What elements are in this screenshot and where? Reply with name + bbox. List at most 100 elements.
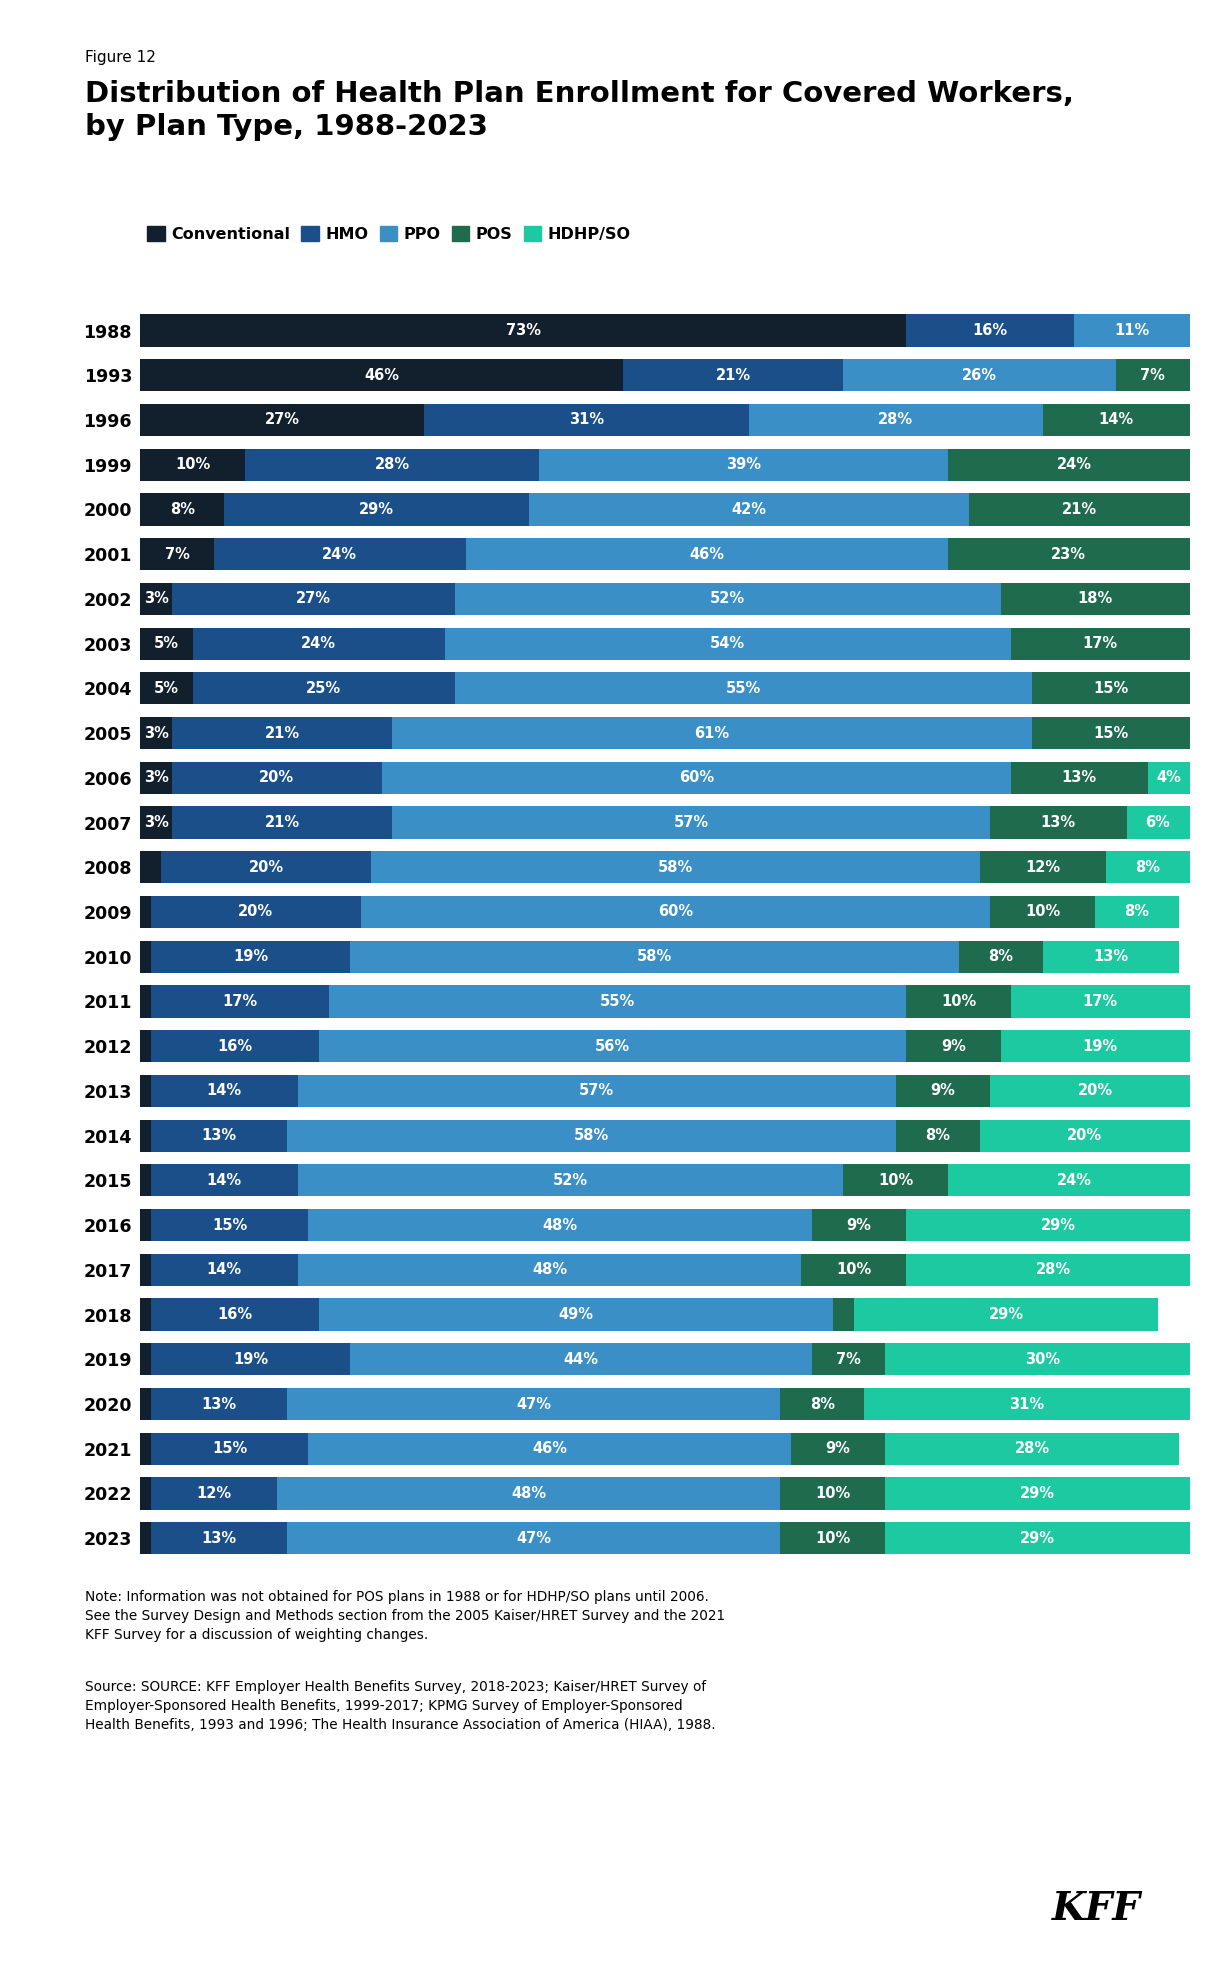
Text: 4%: 4%: [1157, 769, 1181, 785]
Bar: [906, 1209, 1210, 1241]
Text: 28%: 28%: [1036, 1262, 1071, 1278]
Text: 15%: 15%: [1093, 680, 1129, 696]
Text: 47%: 47%: [516, 1531, 551, 1547]
Text: 12%: 12%: [1025, 859, 1060, 875]
Bar: [1011, 761, 1148, 793]
Bar: [151, 1523, 287, 1555]
Bar: [1096, 897, 1179, 928]
Bar: [948, 539, 1190, 571]
Bar: [1011, 986, 1190, 1018]
Bar: [140, 404, 423, 435]
Bar: [140, 940, 151, 972]
Text: 15%: 15%: [1093, 726, 1129, 742]
Bar: [991, 897, 1096, 928]
Text: 46%: 46%: [689, 547, 725, 563]
Bar: [1148, 761, 1190, 793]
Bar: [172, 582, 455, 614]
Bar: [906, 1254, 1200, 1286]
Text: 54%: 54%: [710, 636, 745, 652]
Text: 17%: 17%: [1083, 994, 1118, 1010]
Text: 16%: 16%: [972, 322, 1008, 338]
Bar: [151, 1298, 318, 1330]
Bar: [151, 1165, 298, 1197]
Text: 49%: 49%: [559, 1306, 593, 1322]
Text: 21%: 21%: [1061, 501, 1097, 517]
Bar: [140, 1030, 151, 1062]
Text: 47%: 47%: [516, 1396, 551, 1411]
Text: 28%: 28%: [878, 412, 914, 427]
Bar: [309, 1209, 811, 1241]
Text: 57%: 57%: [580, 1083, 614, 1099]
Bar: [969, 493, 1190, 525]
Bar: [151, 1254, 298, 1286]
Bar: [854, 1298, 1158, 1330]
Text: 8%: 8%: [1135, 859, 1160, 875]
Bar: [811, 1344, 886, 1376]
Bar: [151, 1030, 318, 1062]
Text: 7%: 7%: [836, 1352, 861, 1368]
Bar: [140, 628, 193, 660]
Text: 58%: 58%: [573, 1127, 609, 1143]
Text: 9%: 9%: [847, 1217, 871, 1233]
Text: 6%: 6%: [1146, 815, 1170, 831]
Text: 3%: 3%: [144, 590, 168, 606]
Bar: [948, 449, 1200, 481]
Text: 28%: 28%: [1015, 1441, 1049, 1457]
Bar: [466, 539, 948, 571]
Text: 14%: 14%: [206, 1262, 242, 1278]
Text: Figure 12: Figure 12: [85, 50, 156, 66]
Bar: [140, 851, 161, 883]
Text: 29%: 29%: [1041, 1217, 1076, 1233]
Text: 13%: 13%: [1061, 769, 1097, 785]
Bar: [298, 1254, 802, 1286]
Bar: [1105, 851, 1189, 883]
Text: 10%: 10%: [878, 1173, 914, 1189]
Bar: [140, 761, 172, 793]
Text: 8%: 8%: [170, 501, 195, 517]
Bar: [802, 1254, 906, 1286]
Text: 29%: 29%: [1020, 1531, 1055, 1547]
Bar: [193, 672, 455, 704]
Bar: [791, 1433, 886, 1465]
Text: 9%: 9%: [941, 1038, 966, 1054]
Bar: [382, 761, 1011, 793]
Bar: [140, 672, 193, 704]
Text: 57%: 57%: [673, 815, 709, 831]
Bar: [140, 1298, 151, 1330]
Text: 21%: 21%: [265, 815, 299, 831]
Text: 8%: 8%: [1125, 905, 1149, 920]
Text: Source: SOURCE: KFF Employer Health Benefits Survey, 2018-2023; Kaiser/HRET Surv: Source: SOURCE: KFF Employer Health Bene…: [85, 1680, 716, 1732]
Bar: [980, 1119, 1190, 1151]
Text: 29%: 29%: [1020, 1485, 1055, 1501]
Text: 18%: 18%: [1077, 590, 1113, 606]
Text: 48%: 48%: [511, 1485, 547, 1501]
Bar: [886, 1344, 1200, 1376]
Bar: [140, 1523, 151, 1555]
Bar: [140, 897, 151, 928]
Text: 23%: 23%: [1052, 547, 1086, 563]
Text: 29%: 29%: [359, 501, 394, 517]
Legend: Conventional, HMO, PPO, POS, HDHP/SO: Conventional, HMO, PPO, POS, HDHP/SO: [148, 227, 631, 243]
Bar: [151, 1388, 287, 1419]
Text: 7%: 7%: [1141, 368, 1165, 384]
Text: 9%: 9%: [826, 1441, 850, 1457]
Text: 44%: 44%: [564, 1352, 599, 1368]
Bar: [1000, 582, 1190, 614]
Bar: [895, 1119, 980, 1151]
Bar: [224, 493, 528, 525]
Bar: [140, 1388, 151, 1419]
Bar: [151, 897, 361, 928]
Bar: [833, 1298, 854, 1330]
Text: 25%: 25%: [306, 680, 342, 696]
Text: 5%: 5%: [154, 636, 179, 652]
Bar: [906, 1030, 1000, 1062]
Bar: [140, 1165, 151, 1197]
Bar: [245, 449, 539, 481]
Bar: [1000, 1030, 1200, 1062]
Bar: [371, 851, 980, 883]
Text: 17%: 17%: [222, 994, 257, 1010]
Text: KFF: KFF: [1052, 1891, 1141, 1928]
Bar: [781, 1523, 886, 1555]
Bar: [151, 986, 329, 1018]
Bar: [1032, 672, 1190, 704]
